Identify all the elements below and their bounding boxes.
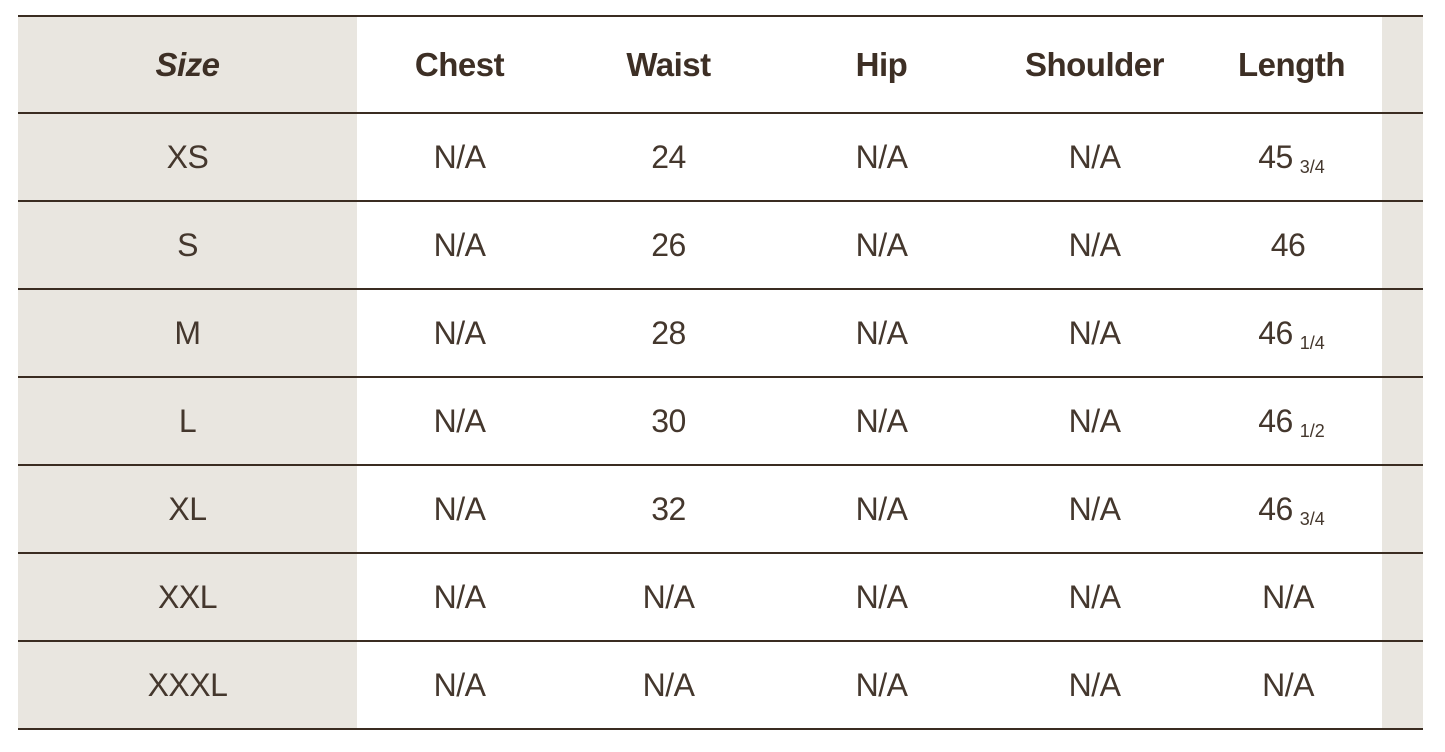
- length-value: 45: [1258, 138, 1293, 175]
- column-header-hip: Hip: [775, 16, 988, 113]
- hip-cell: N/A: [775, 289, 988, 377]
- spacer-cell: [1382, 289, 1423, 377]
- waist-cell: N/A: [562, 553, 775, 641]
- spacer-cell: [1382, 113, 1423, 201]
- chest-cell: N/A: [357, 289, 562, 377]
- length-value: N/A: [1262, 578, 1314, 615]
- spacer-cell: [1382, 641, 1423, 729]
- length-fraction: 3/4: [1299, 508, 1325, 529]
- column-header-length: Length: [1201, 16, 1382, 113]
- spacer-cell: [1382, 465, 1423, 553]
- column-header-chest: Chest: [357, 16, 562, 113]
- column-header-waist: Waist: [562, 16, 775, 113]
- length-value: 46: [1258, 314, 1293, 351]
- waist-cell: 28: [562, 289, 775, 377]
- chest-cell: N/A: [357, 641, 562, 729]
- size-cell: XL: [18, 465, 357, 553]
- waist-cell: 24: [562, 113, 775, 201]
- length-cell: 46 1/4: [1201, 289, 1382, 377]
- table-row-xs: XS N/A 24 N/A N/A 45 3/4: [18, 113, 1423, 201]
- chest-cell: N/A: [357, 201, 562, 289]
- shoulder-cell: N/A: [988, 465, 1201, 553]
- shoulder-cell: N/A: [988, 201, 1201, 289]
- hip-cell: N/A: [775, 465, 988, 553]
- column-header-shoulder: Shoulder: [988, 16, 1201, 113]
- chest-cell: N/A: [357, 553, 562, 641]
- spacer-column: [1382, 16, 1423, 113]
- length-cell: N/A: [1201, 641, 1382, 729]
- waist-cell: 30: [562, 377, 775, 465]
- length-value: N/A: [1262, 666, 1314, 703]
- length-cell: N/A: [1201, 553, 1382, 641]
- waist-cell: 32: [562, 465, 775, 553]
- column-header-size: Size: [18, 16, 357, 113]
- size-cell: XXL: [18, 553, 357, 641]
- spacer-cell: [1382, 553, 1423, 641]
- size-cell: L: [18, 377, 357, 465]
- chest-cell: N/A: [357, 113, 562, 201]
- length-cell: 46: [1201, 201, 1382, 289]
- size-cell: S: [18, 201, 357, 289]
- length-value: 46: [1270, 226, 1306, 263]
- shoulder-cell: N/A: [988, 553, 1201, 641]
- shoulder-cell: N/A: [988, 377, 1201, 465]
- size-cell: XS: [18, 113, 357, 201]
- table-body: XS N/A 24 N/A N/A 45 3/4 S N/A 26 N/A N/A…: [18, 113, 1423, 729]
- hip-cell: N/A: [775, 377, 988, 465]
- table-row-xxl: XXL N/A N/A N/A N/A N/A: [18, 553, 1423, 641]
- shoulder-cell: N/A: [988, 289, 1201, 377]
- table-row-xxxl: XXXL N/A N/A N/A N/A N/A: [18, 641, 1423, 729]
- spacer-cell: [1382, 377, 1423, 465]
- waist-cell: 26: [562, 201, 775, 289]
- table-row-xl: XL N/A 32 N/A N/A 46 3/4: [18, 465, 1423, 553]
- length-value: 46: [1258, 402, 1293, 439]
- shoulder-cell: N/A: [988, 113, 1201, 201]
- shoulder-cell: N/A: [988, 641, 1201, 729]
- size-cell: XXXL: [18, 641, 357, 729]
- size-cell: M: [18, 289, 357, 377]
- table-row-l: L N/A 30 N/A N/A 46 1/2: [18, 377, 1423, 465]
- table-header: Size Chest Waist Hip Shoulder Length: [18, 16, 1423, 113]
- length-cell: 46 3/4: [1201, 465, 1382, 553]
- hip-cell: N/A: [775, 641, 988, 729]
- waist-cell: N/A: [562, 641, 775, 729]
- length-fraction: 3/4: [1299, 156, 1325, 177]
- hip-cell: N/A: [775, 113, 988, 201]
- length-fraction: 1/2: [1299, 420, 1325, 441]
- header-row: Size Chest Waist Hip Shoulder Length: [18, 16, 1423, 113]
- length-value: 46: [1258, 490, 1293, 527]
- length-fraction: 1/4: [1299, 332, 1325, 353]
- hip-cell: N/A: [775, 553, 988, 641]
- size-chart-table: Size Chest Waist Hip Shoulder Length XS …: [18, 15, 1423, 730]
- table-row-s: S N/A 26 N/A N/A 46: [18, 201, 1423, 289]
- spacer-cell: [1382, 201, 1423, 289]
- table-row-m: M N/A 28 N/A N/A 46 1/4: [18, 289, 1423, 377]
- chest-cell: N/A: [357, 465, 562, 553]
- chest-cell: N/A: [357, 377, 562, 465]
- hip-cell: N/A: [775, 201, 988, 289]
- length-cell: 45 3/4: [1201, 113, 1382, 201]
- length-cell: 46 1/2: [1201, 377, 1382, 465]
